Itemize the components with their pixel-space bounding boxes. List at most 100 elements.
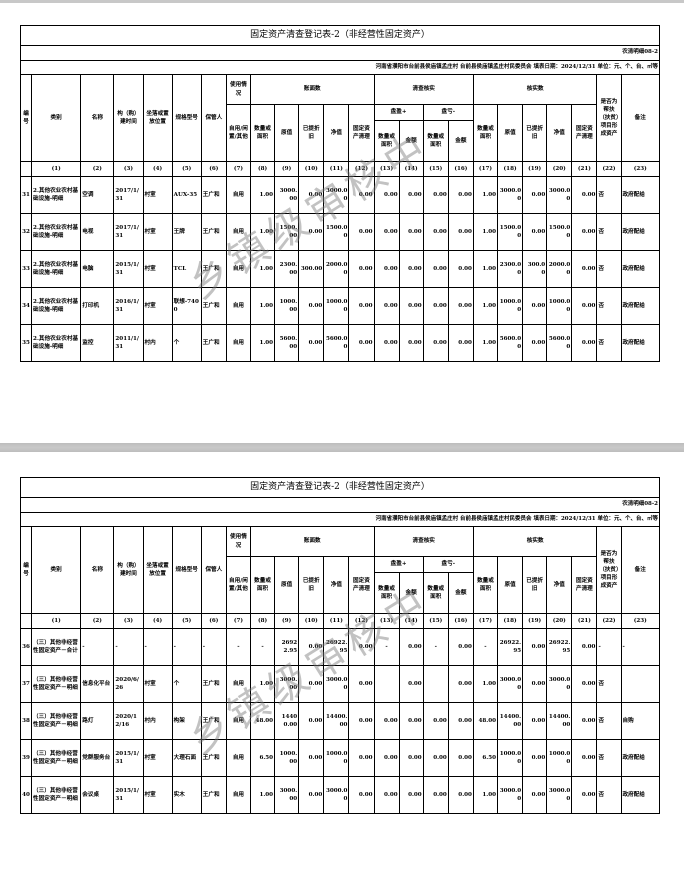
row-keeper: 王广和 <box>200 702 227 740</box>
column-index: (11) <box>323 161 350 177</box>
column-index: (7) <box>225 161 251 177</box>
table-row: 33 2.其他农业农村基础设施-明细 电脑 2015/1/31 村室 TCL 王广和 自用 1.… <box>19 250 661 288</box>
row-keeper: - <box>200 628 227 666</box>
row-value-8: 1.00 <box>249 176 276 214</box>
row-value-19: 0.00 <box>522 176 548 214</box>
row-location: 村室 <box>142 776 173 814</box>
row-value-11: 14400.00 <box>323 702 350 740</box>
column-index: (9) <box>274 161 300 177</box>
row-date: 2017/1/31 <box>113 213 144 251</box>
row-remark <box>620 665 661 703</box>
row-name: 空调 <box>80 176 115 214</box>
row-value-12: 0.00 <box>348 287 375 325</box>
row-value-9: 14400.00 <box>274 702 300 740</box>
column-index: (11) <box>323 613 350 629</box>
header-location: 坐落或置放位置 <box>142 526 173 614</box>
row-poverty: 否 <box>596 665 622 703</box>
row-category: 2.其他农业农村基础设施-明细 <box>31 213 82 251</box>
row-value-14: 0.00 <box>398 739 424 777</box>
row-spec: 实木 <box>171 776 202 814</box>
column-index: (17) <box>472 613 499 629</box>
row-value-12: 0.00 <box>348 176 375 214</box>
row-no: 35 <box>19 324 33 362</box>
header-usage-group: 使用情况 <box>225 526 251 557</box>
row-value-12: 0.00 <box>348 702 375 740</box>
row-value-18: 5600.00 <box>497 324 524 362</box>
header-actual-group: 核实数 <box>472 74 598 105</box>
row-value-10: 0.00 <box>298 739 325 777</box>
row-value-16: 0.00 <box>447 324 474 362</box>
column-index: (16) <box>447 161 474 177</box>
row-date: 2017/1/31 <box>113 176 144 214</box>
row-usage: 自用 <box>225 776 251 814</box>
column-index: (18) <box>497 613 524 629</box>
row-spec: 联想-7400 <box>171 287 202 325</box>
row-value-9: 1000.00 <box>274 739 300 777</box>
column-index: (4) <box>142 161 173 177</box>
row-remark: 政府配给 <box>620 324 661 362</box>
row-value-8: 1.00 <box>249 324 276 362</box>
column-index: (17) <box>472 161 499 177</box>
row-usage: 自用 <box>225 324 251 362</box>
asset-register-table: 固定资产清查登记表-2（非经营性固定资产） 农清明细08-2 河南省濮阳市台前县侯庙… <box>19 477 661 814</box>
row-location: 村室 <box>142 213 173 251</box>
row-value-9: 2300.00 <box>274 250 300 288</box>
row-value-19: 0.00 <box>522 776 548 814</box>
column-index: (3) <box>113 161 144 177</box>
row-value-19: 0.00 <box>522 702 548 740</box>
header-surplus: 盘盈+ <box>373 556 424 573</box>
row-value-14: 0.00 <box>398 324 424 362</box>
row-value-14: 0.00 <box>398 665 424 703</box>
table-title: 固定资产清查登记表-2（非经营性固定资产） <box>20 477 660 498</box>
row-value-15: 0.00 <box>422 324 449 362</box>
row-value-14: 0.00 <box>398 776 424 814</box>
row-value-12: 0.00 <box>348 213 375 251</box>
table-title: 固定资产清查登记表-2（非经营性固定资产） <box>20 25 660 46</box>
column-index: (14) <box>398 613 424 629</box>
row-value-9: 3000.00 <box>274 665 300 703</box>
row-usage: 自用 <box>225 702 251 740</box>
row-no: 32 <box>19 213 33 251</box>
row-name: 电视 <box>80 213 115 251</box>
table-row: 38 （三）其他非经营性固定资产－明细 路灯 2020/12/16 村内 构架 王广和 自用 4… <box>19 702 661 740</box>
header-date: 构（购）建时间 <box>113 74 144 162</box>
row-value-10: 0.00 <box>298 176 325 214</box>
row-value-21: 0.00 <box>571 176 598 214</box>
row-category: 2.其他农业农村基础设施-明细 <box>31 287 82 325</box>
header-surplus-qty: 数量或面积 <box>373 120 400 162</box>
row-value-20: 1000.00 <box>546 287 573 325</box>
row-value-20: 3000.00 <box>546 665 573 703</box>
row-value-17: 1.00 <box>472 213 499 251</box>
header-name: 名称 <box>80 526 115 614</box>
row-name: - <box>80 628 115 666</box>
row-name: 监控 <box>80 324 115 362</box>
row-value-17: 1.00 <box>472 776 499 814</box>
row-value-18: 3000.00 <box>497 665 524 703</box>
row-value-15: 0.00 <box>422 776 449 814</box>
header-book-net: 净值 <box>323 556 350 614</box>
row-no: 36 <box>19 628 33 666</box>
row-value-11: 2000.00 <box>323 250 350 288</box>
row-remark: - <box>620 628 661 666</box>
row-value-20: 1500.00 <box>546 213 573 251</box>
header-no: 编号 <box>19 526 33 614</box>
header-actual-orig: 原值 <box>497 556 524 614</box>
row-value-17: 1.00 <box>472 287 499 325</box>
column-index: (22) <box>596 161 622 177</box>
row-value-11: 3000.00 <box>323 776 350 814</box>
row-value-16: 0.00 <box>447 213 474 251</box>
header-surplus: 盘盈+ <box>373 104 424 121</box>
row-value-11: 3000.00 <box>323 665 350 703</box>
row-value-14: 0.00 <box>398 702 424 740</box>
header-loss-qty: 数量或面积 <box>422 120 449 162</box>
column-index: (10) <box>298 161 325 177</box>
row-value-20: 5600.00 <box>546 324 573 362</box>
row-value-9: 3000.00 <box>274 776 300 814</box>
row-value-21: 0.00 <box>571 213 598 251</box>
row-location: 村内 <box>142 702 173 740</box>
column-index: (14) <box>398 161 424 177</box>
row-value-15: 0.00 <box>422 287 449 325</box>
row-value-12: 0.00 <box>348 628 375 666</box>
header-usage: 自用/闲置/其他 <box>225 104 251 162</box>
row-value-13 <box>373 665 400 703</box>
